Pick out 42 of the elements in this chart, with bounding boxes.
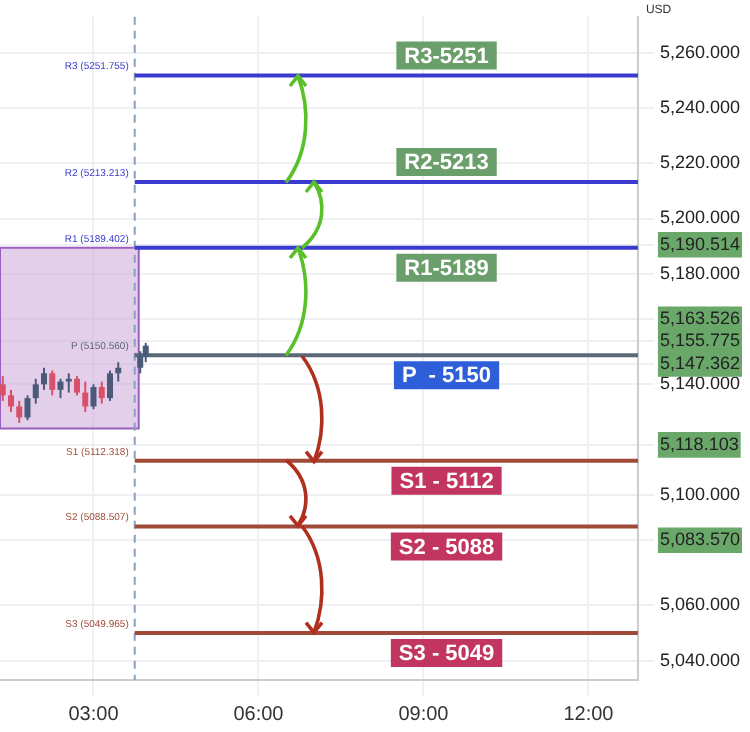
y-tick-label: 5,083.570 bbox=[659, 529, 741, 550]
candlestick bbox=[8, 388, 14, 413]
x-tick-label: 09:00 bbox=[398, 703, 450, 726]
candlestick bbox=[106, 369, 113, 402]
candlestick bbox=[115, 361, 122, 383]
x-tick-label: 03:00 bbox=[68, 703, 120, 726]
x-tick-label: 06:00 bbox=[233, 703, 285, 726]
y-tick-label: 5,060.000 bbox=[659, 594, 741, 615]
y-tick-label: 5,240.000 bbox=[659, 96, 741, 117]
y-tick-label: 5,200.000 bbox=[659, 207, 741, 228]
annotation: S3 - 5049 bbox=[398, 642, 495, 667]
y-tick-label: 5,040.000 bbox=[659, 649, 741, 670]
y-tick-label: 5,147.362 bbox=[659, 352, 741, 373]
annotation: P - 5150 bbox=[402, 364, 491, 389]
candlestick bbox=[0, 375, 6, 402]
candlestick bbox=[49, 369, 56, 397]
candlestick bbox=[32, 377, 39, 405]
y-tick-label: 5,100.000 bbox=[659, 483, 741, 504]
candlestick bbox=[57, 377, 64, 400]
annotation: S1 - 5112 bbox=[399, 469, 494, 494]
annotation: S2 - 5088 bbox=[398, 535, 495, 560]
y-tick-label: 5,190.514 bbox=[659, 233, 741, 254]
y-tick-label: 5,180.000 bbox=[659, 262, 741, 283]
y-tick-label: 5,140.000 bbox=[659, 373, 741, 394]
candlestick bbox=[24, 394, 31, 422]
x-tick-label: 12:00 bbox=[563, 703, 615, 726]
annotation: R2-5213 bbox=[404, 151, 489, 176]
y-tick-label: 5,260.000 bbox=[659, 41, 741, 62]
candlestick bbox=[65, 372, 72, 394]
y-tick-label: 5,220.000 bbox=[659, 152, 741, 173]
y-tick-label: 5,118.103 bbox=[659, 433, 739, 454]
candlestick bbox=[98, 380, 105, 405]
annotation: R3-5251 bbox=[404, 44, 489, 69]
candlestick bbox=[16, 399, 23, 425]
y-tick-label: 5,163.526 bbox=[659, 308, 741, 329]
candlestick bbox=[41, 366, 47, 391]
candlestick bbox=[73, 375, 80, 397]
candlestick bbox=[82, 380, 89, 413]
y-tick-label: 5,155.775 bbox=[659, 329, 741, 350]
candlestick bbox=[90, 383, 97, 411]
candlestick bbox=[137, 350, 144, 375]
annotation: R1-5189 bbox=[404, 256, 489, 281]
